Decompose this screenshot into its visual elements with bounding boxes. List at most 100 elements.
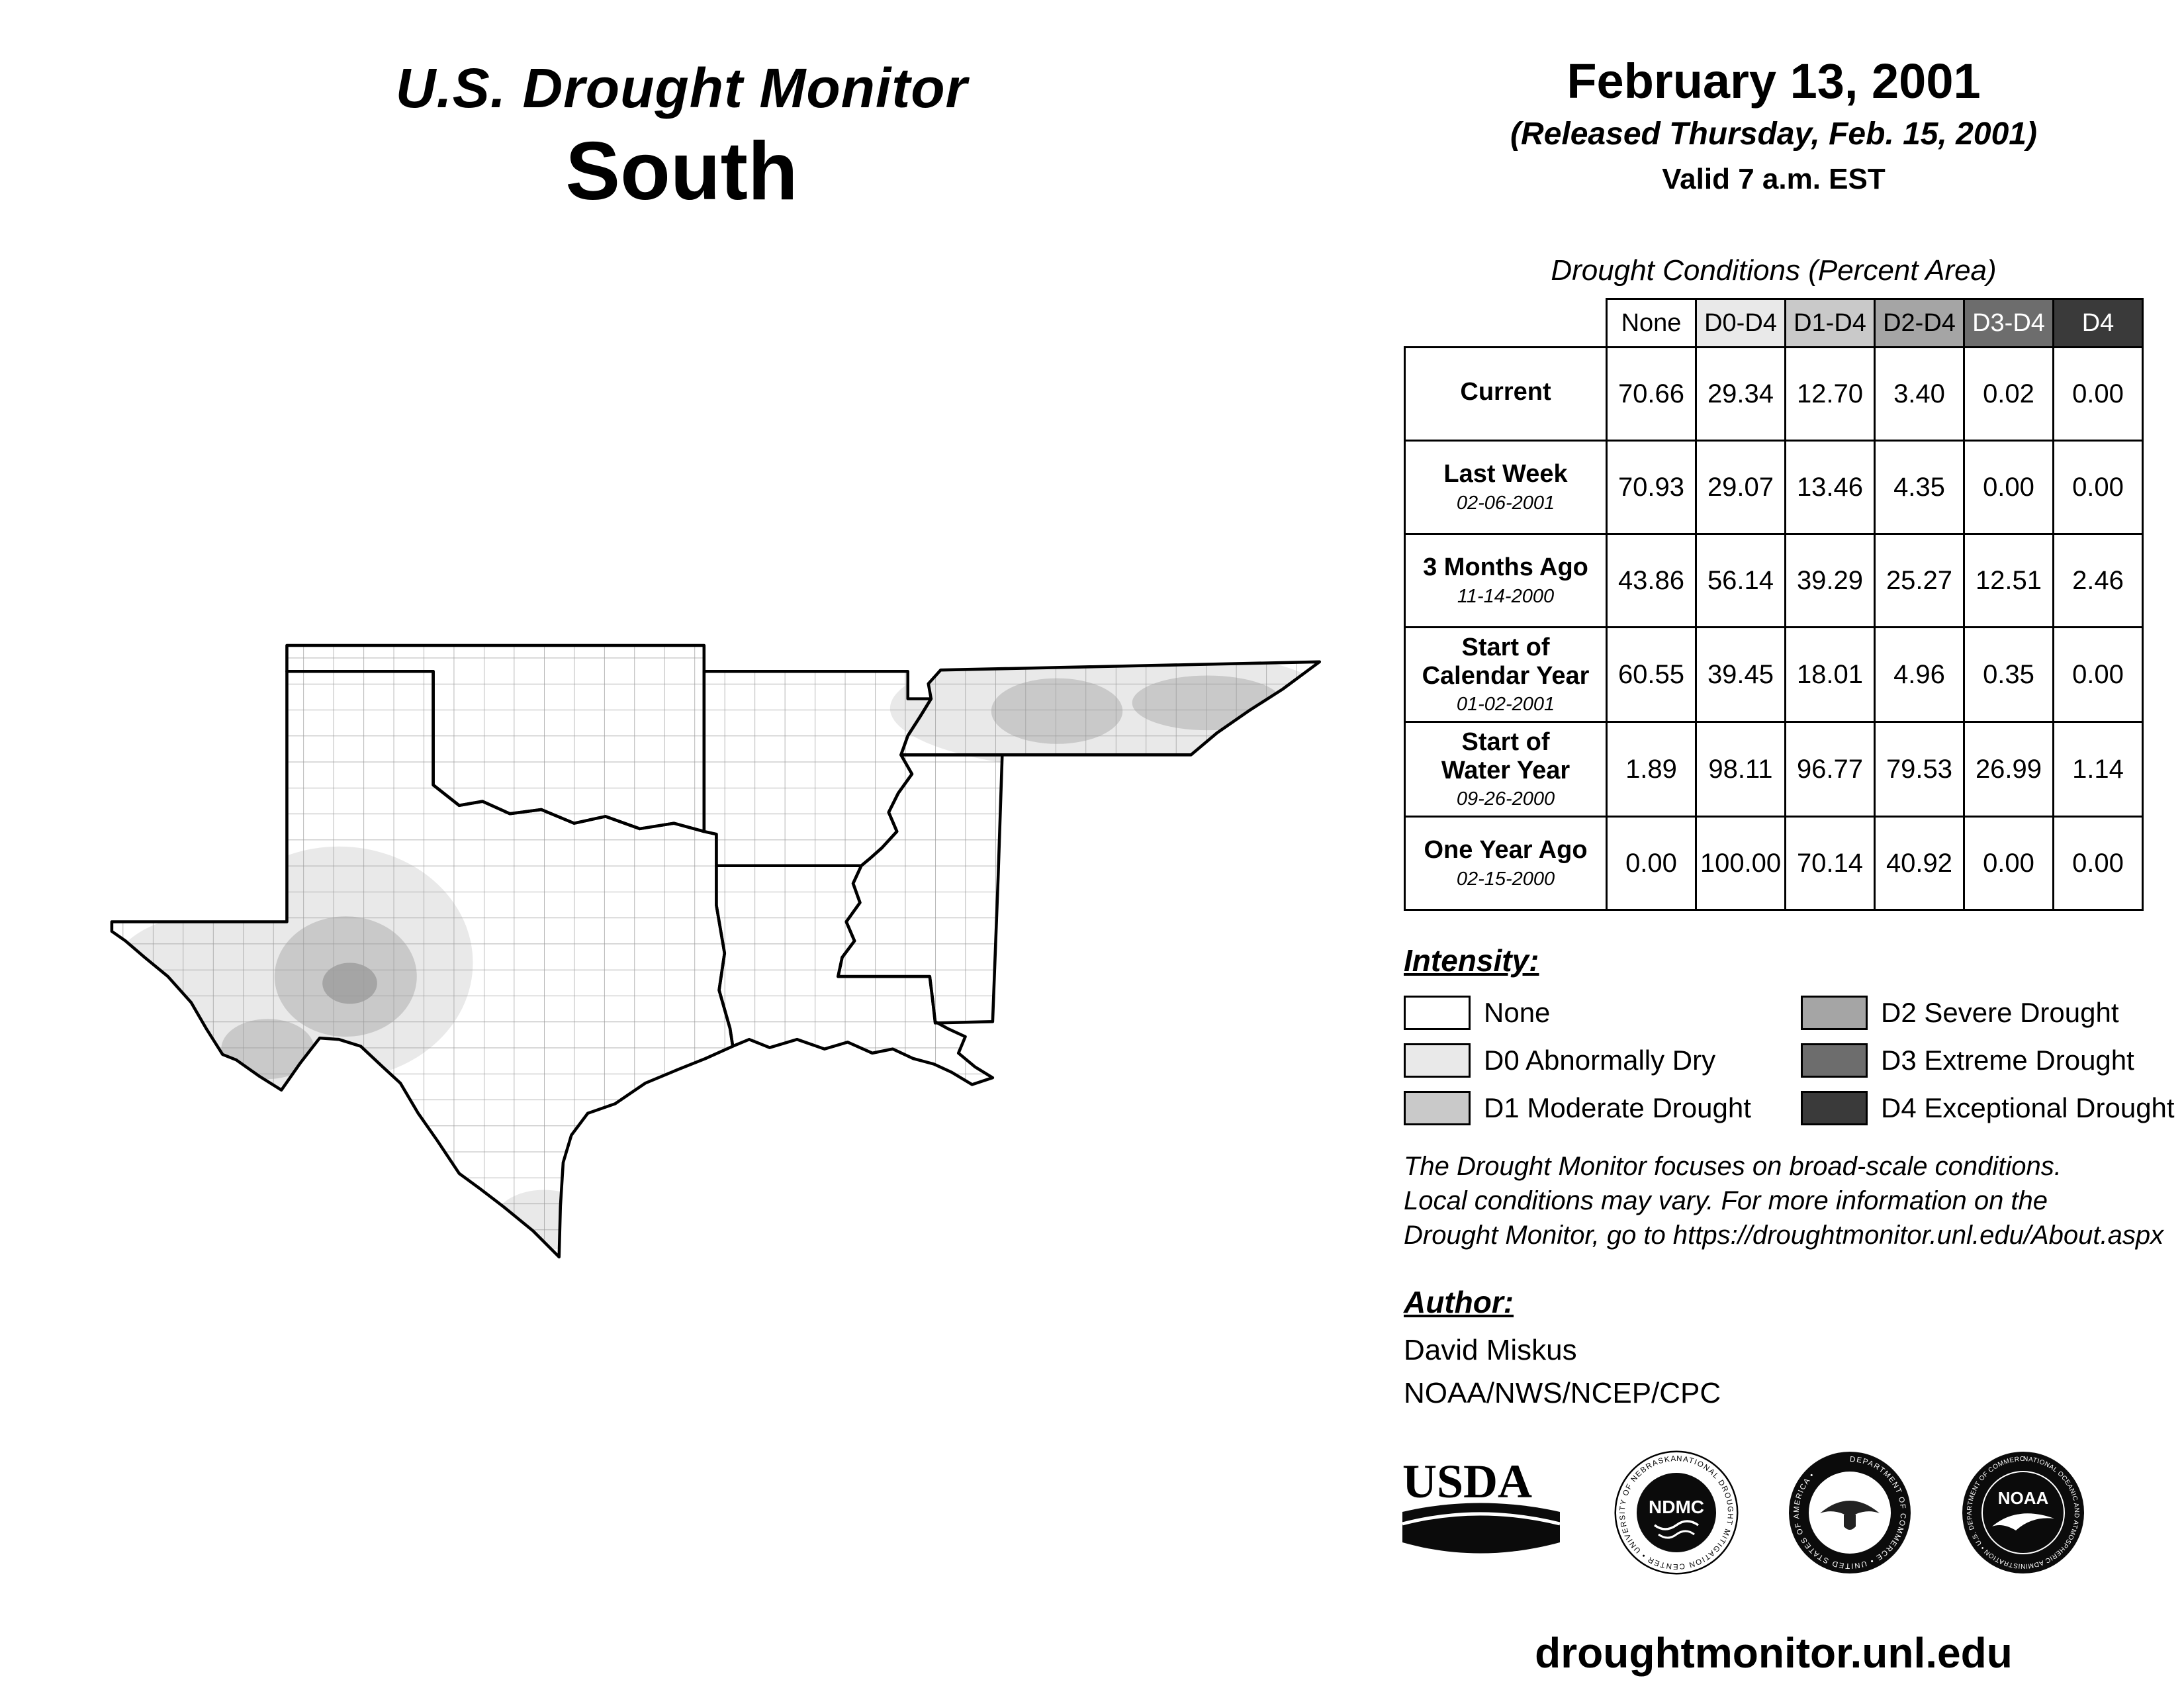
drought-conditions-table: None D0-D4 D1-D4 D2-D4 D3-D4 D4 Current … bbox=[1404, 298, 2144, 912]
author-heading: Author: bbox=[1404, 1285, 1514, 1320]
disclaimer: The Drought Monitor focuses on broad-sca… bbox=[1404, 1149, 2184, 1252]
cell-value: 0.00 bbox=[2052, 816, 2144, 912]
logo-row: USDA NATIONAL DROUGHT MITIGATION CENTER … bbox=[1397, 1450, 2184, 1575]
cell-value: 0.00 bbox=[1963, 816, 2054, 912]
cell-value: 18.01 bbox=[1784, 626, 1876, 724]
legend-swatch-d1 bbox=[1404, 1091, 1471, 1126]
cell-value: 0.00 bbox=[1963, 440, 2054, 535]
cell-value: 4.35 bbox=[1874, 440, 1965, 535]
noaa-logo-text: NOAA bbox=[1998, 1488, 2049, 1508]
cell-value: 2.46 bbox=[2052, 533, 2144, 628]
info-column: February 13, 2001 (Released Thursday, Fe… bbox=[1360, 53, 2184, 1677]
table-title: Drought Conditions (Percent Area) bbox=[1551, 254, 1997, 287]
row-sublabel: 09-26-2000 bbox=[1456, 788, 1555, 810]
map-fill-layer bbox=[111, 645, 1320, 1257]
site-url: droughtmonitor.unl.edu bbox=[1535, 1629, 2013, 1677]
cell-value: 12.70 bbox=[1784, 346, 1876, 442]
author-name: David Miskus bbox=[1404, 1334, 1577, 1367]
cell-value: 100.00 bbox=[1695, 816, 1786, 912]
doc-logo: DEPARTMENT OF COMMERCE • UNITED STATES O… bbox=[1789, 1452, 1911, 1574]
row-sublabel: 01-02-2001 bbox=[1456, 694, 1555, 716]
legend-label: D3 Extreme Drought bbox=[1881, 1045, 2134, 1076]
date-block: February 13, 2001 (Released Thursday, Fe… bbox=[1360, 53, 2184, 196]
cell-value: 70.14 bbox=[1784, 816, 1876, 912]
noaa-logo: NATIONAL OCEANIC AND ATMOSPHERIC ADMINIS… bbox=[1960, 1450, 2084, 1574]
author-org: NOAA/NWS/NCEP/CPC bbox=[1404, 1377, 1721, 1410]
noaa-bird-icon bbox=[1992, 1513, 2054, 1531]
legend-item-d2: D2 Severe Drought bbox=[1801, 996, 2184, 1031]
legend-item-d4: D4 Exceptional Drought bbox=[1801, 1091, 2184, 1126]
cell-value: 0.00 bbox=[2052, 626, 2144, 724]
state-louisiana bbox=[715, 864, 995, 1086]
legend-swatch-none bbox=[1404, 996, 1471, 1031]
disclaimer-line: Local conditions may vary. For more info… bbox=[1404, 1186, 2048, 1216]
cell-value: 40.92 bbox=[1874, 816, 1965, 912]
col-header-d0-d4: D0-D4 bbox=[1695, 298, 1786, 348]
cell-value: 98.11 bbox=[1695, 721, 1786, 818]
row-label: Current bbox=[1460, 377, 1551, 406]
cell-value: 0.00 bbox=[2052, 440, 2144, 535]
ndmc-logo-text: NDMC bbox=[1649, 1497, 1704, 1517]
cell-value: 29.34 bbox=[1695, 346, 1786, 442]
row-label: 3 Months Ago bbox=[1423, 553, 1588, 582]
legend-swatch-d0 bbox=[1404, 1043, 1471, 1078]
usda-logo: USDA bbox=[1402, 1455, 1561, 1554]
state-oklahoma bbox=[285, 643, 706, 833]
table-row-start-water-year: Start of Water Year 09-26-2000 1.89 98.11… bbox=[1404, 721, 2144, 818]
cell-value: 39.29 bbox=[1784, 533, 1876, 628]
legend-label: D0 Abnormally Dry bbox=[1484, 1045, 1716, 1076]
table-corner-cell bbox=[1404, 299, 1607, 348]
legend-heading: Intensity: bbox=[1404, 943, 1539, 978]
legend-label: D4 Exceptional Drought bbox=[1881, 1092, 2175, 1124]
intensity-legend: None D2 Severe Drought D0 Abnormally Dry… bbox=[1404, 996, 2184, 1126]
row-label: One Year Ago bbox=[1424, 836, 1588, 865]
region-title: South bbox=[565, 126, 798, 217]
cell-value: 4.96 bbox=[1874, 626, 1965, 724]
cell-value: 25.27 bbox=[1874, 533, 1965, 628]
usda-logo-text: USDA bbox=[1402, 1455, 1532, 1508]
title-block: U.S. Drought Monitor South bbox=[152, 56, 1211, 218]
cell-value: 3.40 bbox=[1874, 346, 1965, 442]
ndmc-wave-icon bbox=[1658, 1530, 1695, 1539]
cell-value: 26.99 bbox=[1963, 721, 2054, 818]
disclaimer-line: Drought Monitor, go to https://droughtmo… bbox=[1404, 1221, 2164, 1250]
cell-value: 0.35 bbox=[1963, 626, 2054, 724]
table-row-last-week: Last Week 02-06-2001 70.93 29.07 13.46 4.… bbox=[1404, 440, 2144, 535]
row-sublabel: 02-06-2001 bbox=[1456, 492, 1555, 514]
cell-value: 0.00 bbox=[2052, 346, 2144, 442]
cell-value: 79.53 bbox=[1874, 721, 1965, 818]
row-sublabel: 11-14-2000 bbox=[1457, 585, 1555, 607]
col-header-d2-d4: D2-D4 bbox=[1874, 298, 1965, 348]
page-title: U.S. Drought Monitor bbox=[395, 57, 968, 119]
row-sublabel: 02-15-2000 bbox=[1456, 868, 1555, 890]
released-date: (Released Thursday, Feb. 15, 2001) bbox=[1510, 117, 2037, 152]
drought-map-svg bbox=[110, 643, 1322, 1259]
cell-value: 60.55 bbox=[1606, 626, 1697, 724]
cell-value: 13.46 bbox=[1784, 440, 1876, 535]
cell-value: 0.00 bbox=[1606, 816, 1697, 912]
cell-value: 96.77 bbox=[1784, 721, 1876, 818]
usda-logo-stripe bbox=[1402, 1512, 1561, 1526]
table-row-3-months-ago: 3 Months Ago 11-14-2000 43.86 56.14 39.29… bbox=[1404, 533, 2144, 628]
legend-label: None bbox=[1484, 997, 1551, 1029]
valid-time: Valid 7 a.m. EST bbox=[1662, 163, 1886, 195]
drought-map bbox=[93, 622, 1324, 1284]
legend-label: D1 Moderate Drought bbox=[1484, 1092, 1751, 1124]
cell-value: 43.86 bbox=[1606, 533, 1697, 628]
ndmc-logo: NATIONAL DROUGHT MITIGATION CENTER • UNI… bbox=[1614, 1450, 1739, 1575]
legend-item-none: None bbox=[1404, 996, 1801, 1031]
cell-value: 56.14 bbox=[1695, 533, 1786, 628]
col-header-none: None bbox=[1606, 298, 1697, 348]
table-row-one-year-ago: One Year Ago 02-15-2000 0.00 100.00 70.14… bbox=[1404, 816, 2144, 912]
doc-shield-icon bbox=[1844, 1515, 1856, 1530]
row-label: Start of Water Year bbox=[1441, 728, 1570, 784]
table-row-start-calendar-year: Start of Calendar Year 01-02-2001 60.55 3… bbox=[1404, 626, 2144, 724]
table-row-current: Current 70.66 29.34 12.70 3.40 0.02 0.00 bbox=[1404, 346, 2144, 442]
cell-value: 29.07 bbox=[1695, 440, 1786, 535]
legend-swatch-d3 bbox=[1801, 1043, 1868, 1078]
col-header-d3-d4: D3-D4 bbox=[1963, 298, 2054, 348]
table-header-row: None D0-D4 D1-D4 D2-D4 D3-D4 D4 bbox=[1404, 298, 2144, 348]
state-tennessee bbox=[899, 660, 1322, 757]
cell-value: 1.14 bbox=[2052, 721, 2144, 818]
